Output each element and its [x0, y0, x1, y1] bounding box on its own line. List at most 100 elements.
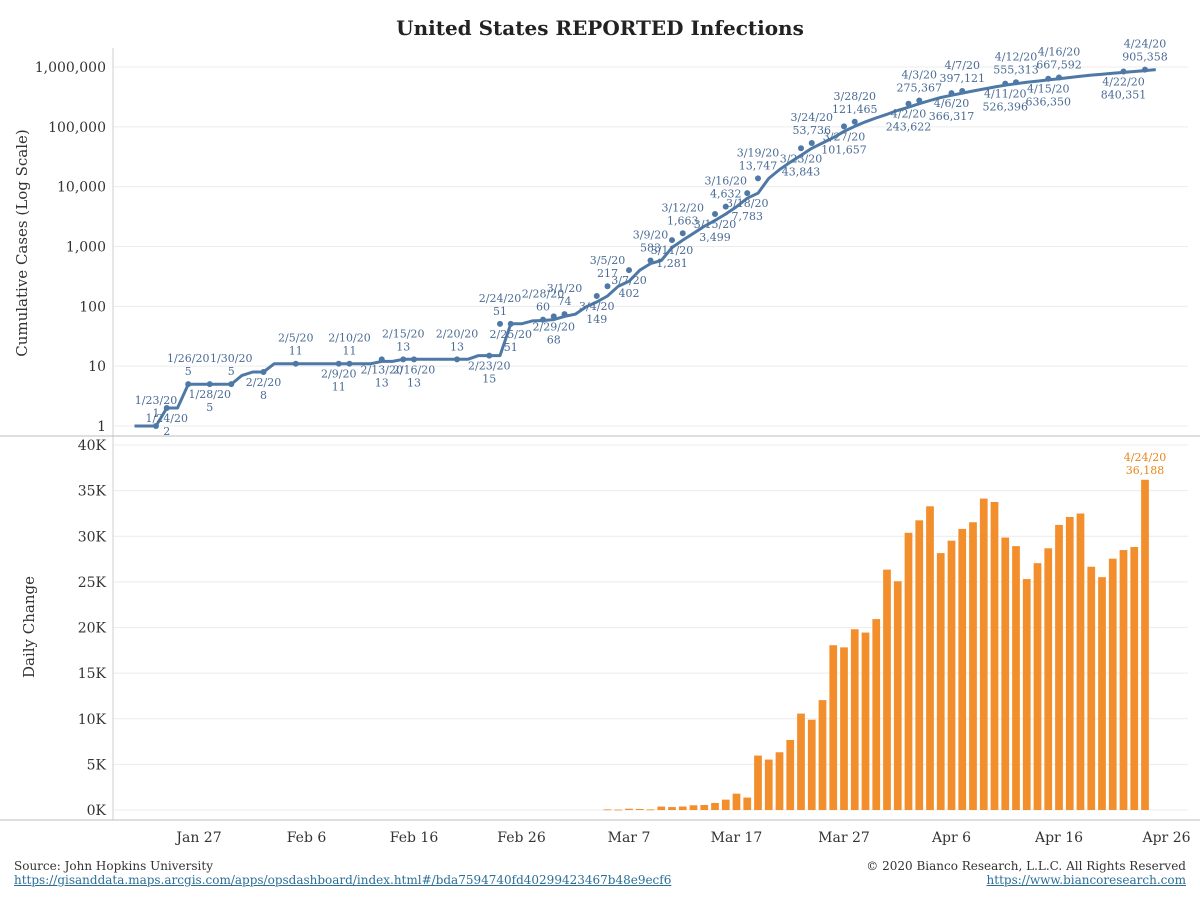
x-axis-ticks: Jan 27 Feb 6 Feb 16 Feb 26 Mar 7 Mar 17 Mar 27… [174, 830, 1190, 846]
line-point [905, 100, 912, 107]
point-value-label: 74 [558, 295, 572, 308]
daily-bar [807, 719, 816, 810]
source-link[interactable]: https://gisanddata.maps.arcgis.com/apps/… [14, 873, 672, 887]
top-y-tick-label: 10 [88, 359, 106, 375]
daily-bar [732, 793, 741, 810]
point-value-label: 43,843 [782, 165, 821, 178]
point-date-label: 4/15/20 [1027, 83, 1069, 96]
x-tick-label: Mar 17 [711, 830, 763, 846]
line-point [744, 190, 751, 197]
point-value-label: 60 [536, 301, 550, 314]
daily-bar [603, 809, 612, 811]
line-point [669, 237, 675, 244]
point-value-label: 402 [619, 287, 640, 300]
daily-bar [786, 739, 795, 810]
daily-bar [700, 805, 709, 810]
line-point [604, 283, 611, 290]
line-point [550, 313, 557, 320]
point-value-label: 5 [228, 365, 235, 378]
x-tick-label: Apr 26 [1141, 830, 1190, 846]
point-date-label: 3/11/20 [651, 244, 693, 257]
point-date-label: 2/13/20 [361, 363, 403, 376]
daily-bar [657, 806, 666, 810]
top-y-tick-label: 100,000 [48, 120, 106, 136]
point-value-label: 366,317 [929, 110, 975, 123]
point-value-label: 13 [375, 376, 389, 389]
copyright-text: © 2020 Bianco Research, L.L.C. All Right… [866, 859, 1186, 873]
bottom-y-tick-label: 10K [78, 712, 107, 728]
point-value-label: 11 [332, 381, 346, 394]
daily-bar [904, 532, 913, 810]
point-date-label: 2/15/20 [382, 327, 424, 340]
daily-bar [1044, 548, 1053, 810]
top-y-tick-label: 1,000,000 [35, 60, 106, 76]
bottom-y-axis-ticks: 0K 5K 10K 15K 20K 25K 30K 35K 40K [78, 438, 107, 819]
point-date-label: 1/24/20 [146, 412, 188, 425]
point-value-label: 243,622 [886, 121, 932, 134]
line-point [260, 368, 267, 375]
line-point [1002, 80, 1009, 87]
line-point [378, 356, 385, 363]
daily-bar [635, 808, 644, 810]
line-point [1120, 68, 1127, 75]
daily-bar [678, 806, 687, 810]
line-point [292, 360, 299, 367]
bar-value-label: 36,188 [1126, 464, 1165, 477]
daily-bar [764, 759, 773, 810]
point-date-label: 3/23/20 [780, 152, 822, 165]
point-date-label: 4/7/20 [945, 59, 980, 72]
point-date-label: 4/3/20 [902, 69, 937, 82]
bottom-y-tick-label: 15K [78, 666, 107, 682]
point-value-label: 555,313 [993, 63, 1039, 76]
line-point [798, 145, 804, 152]
daily-bar [883, 569, 891, 810]
point-date-label: 2/10/20 [328, 332, 370, 345]
point-value-label: 583 [640, 242, 661, 255]
daily-bar [979, 498, 988, 810]
footer-source: Source: John Hopkins University https://… [14, 859, 671, 887]
daily-bar [990, 501, 999, 810]
bottom-y-tick-label: 5K [87, 757, 107, 773]
line-point [411, 356, 417, 363]
line-point [916, 97, 923, 104]
bottom-y-tick-label: 40K [78, 438, 107, 454]
line-point [163, 404, 170, 411]
point-date-label: 2/28/20 [522, 288, 564, 301]
line-point [851, 118, 858, 125]
point-value-label: 149 [586, 313, 607, 326]
daily-bar [646, 809, 655, 811]
point-date-label: 3/16/20 [705, 175, 747, 188]
point-value-label: 13 [396, 340, 410, 353]
point-value-label: 13 [407, 376, 421, 389]
point-value-label: 905,358 [1122, 51, 1168, 64]
point-value-label: 636,350 [1026, 96, 1072, 109]
daily-bar [893, 581, 902, 810]
point-value-label: 68 [547, 333, 561, 346]
daily-bar [1087, 566, 1096, 810]
point-date-label: 3/27/20 [823, 130, 865, 143]
line-point [679, 230, 686, 237]
point-value-label: 121,465 [832, 103, 878, 116]
cumulative-point-labels: 1/23/2011/24/2021/26/2051/28/2051/30/205… [135, 38, 1168, 438]
point-value-label: 8 [260, 389, 267, 402]
daily-bar [711, 802, 719, 810]
daily-bar [1130, 547, 1139, 810]
line-point [540, 316, 546, 323]
line-point [1045, 75, 1052, 82]
cumulative-line-path [134, 68, 1156, 428]
point-value-label: 13,747 [739, 159, 778, 172]
site-link[interactable]: https://www.biancoresearch.com [986, 873, 1186, 887]
point-date-label: 4/22/20 [1102, 76, 1144, 89]
daily-bar [689, 805, 698, 810]
point-value-label: 1,663 [667, 214, 699, 227]
point-date-label: 3/28/20 [834, 90, 876, 103]
bottom-y-axis-title: Daily Change [20, 576, 38, 678]
point-date-label: 4/24/20 [1124, 38, 1166, 51]
point-date-label: 4/12/20 [995, 50, 1037, 63]
daily-bar [1141, 479, 1149, 810]
top-y-tick-label: 10,000 [57, 180, 106, 196]
cumulative-line [134, 68, 1156, 428]
daily-bar [926, 506, 934, 810]
point-date-label: 2/2/20 [246, 376, 281, 389]
